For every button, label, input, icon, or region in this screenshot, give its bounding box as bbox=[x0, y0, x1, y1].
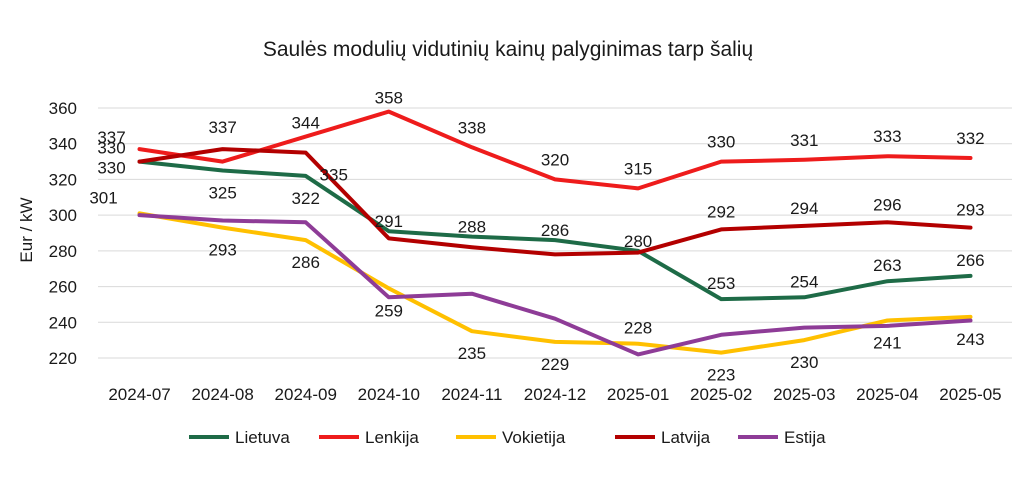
series-line-vokietija bbox=[137, 211, 973, 355]
y-tick-label: 340 bbox=[49, 135, 77, 154]
legend-label: Vokietija bbox=[502, 428, 566, 447]
y-tick-label: 300 bbox=[49, 206, 77, 225]
series-line-estija bbox=[137, 213, 973, 357]
legend: Lietuva Lenkija Vokietija Latvija Estija bbox=[189, 428, 826, 447]
x-axis-ticks: 2024-07 2024-08 2024-09 2024-10 2024-11 2024-… bbox=[108, 385, 1001, 404]
x-tick-label: 2024-11 bbox=[441, 385, 502, 404]
x-tick-label: 2025-03 bbox=[773, 385, 835, 404]
x-tick-label: 2024-08 bbox=[191, 385, 253, 404]
data-label: 230 bbox=[790, 353, 818, 372]
x-tick-label: 2025-02 bbox=[690, 385, 752, 404]
y-tick-label: 360 bbox=[49, 99, 77, 118]
data-labels: 325 322 291 288 286 280 253 254 263 266 337 344 358 3… bbox=[89, 89, 984, 385]
data-label: 322 bbox=[292, 189, 320, 208]
x-tick-label: 2024-09 bbox=[275, 385, 337, 404]
legend-item-lietuva: Lietuva bbox=[189, 428, 290, 447]
data-label: 229 bbox=[541, 355, 569, 374]
data-label: 259 bbox=[375, 301, 403, 320]
y-tick-label: 240 bbox=[49, 313, 77, 332]
y-axis-label: Eur / kW bbox=[17, 197, 36, 262]
data-label: 293 bbox=[208, 241, 236, 260]
data-label: 332 bbox=[956, 129, 984, 148]
data-label: 235 bbox=[458, 344, 486, 363]
x-tick-label: 2025-01 bbox=[607, 385, 669, 404]
data-label: 286 bbox=[292, 253, 320, 272]
legend-item-latvija: Latvija bbox=[615, 428, 711, 447]
data-label: 333 bbox=[873, 127, 901, 146]
data-label: 344 bbox=[292, 114, 320, 133]
y-tick-label: 220 bbox=[49, 349, 77, 368]
y-tick-label: 320 bbox=[49, 170, 77, 189]
data-label: 293 bbox=[956, 201, 984, 220]
legend-item-estija: Estija bbox=[738, 428, 826, 447]
data-label: 315 bbox=[624, 159, 652, 178]
data-label: 337 bbox=[208, 118, 236, 137]
series-line-lenkija bbox=[137, 109, 973, 191]
data-label: 243 bbox=[956, 330, 984, 349]
x-tick-label: 2024-12 bbox=[524, 385, 586, 404]
x-tick-label: 2024-07 bbox=[108, 385, 170, 404]
data-label: 253 bbox=[707, 274, 735, 293]
legend-item-lenkija: Lenkija bbox=[319, 428, 419, 447]
data-label: 296 bbox=[873, 195, 901, 214]
x-tick-label: 2025-04 bbox=[856, 385, 918, 404]
data-label: 337 bbox=[97, 128, 125, 147]
y-axis-ticks: 220 240 260 280 300 320 340 360 bbox=[49, 99, 77, 368]
data-label: 320 bbox=[541, 150, 569, 169]
legend-label: Latvija bbox=[661, 428, 711, 447]
data-label: 330 bbox=[97, 139, 125, 158]
y-tick-label: 280 bbox=[49, 242, 77, 261]
data-label: 228 bbox=[624, 319, 652, 338]
data-label: 263 bbox=[873, 256, 901, 275]
data-label: 266 bbox=[956, 251, 984, 270]
legend-item-vokietija: Vokietija bbox=[456, 428, 566, 447]
data-label: 241 bbox=[873, 334, 901, 353]
data-label: 330 bbox=[707, 133, 735, 152]
y-tick-label: 260 bbox=[49, 278, 77, 297]
legend-label: Lenkija bbox=[365, 428, 419, 447]
chart-title: Saulės modulių vidutinių kainų palyginim… bbox=[263, 38, 753, 61]
x-tick-label: 2024-10 bbox=[358, 385, 420, 404]
series-line-latvija bbox=[137, 147, 973, 257]
data-label: 301 bbox=[89, 188, 117, 207]
x-tick-label: 2025-05 bbox=[939, 385, 1001, 404]
data-label: 254 bbox=[790, 272, 818, 291]
series-lines bbox=[137, 109, 973, 357]
legend-label: Lietuva bbox=[235, 428, 290, 447]
data-label: 330 bbox=[97, 159, 125, 178]
data-label: 338 bbox=[458, 118, 486, 137]
data-label: 325 bbox=[208, 184, 236, 203]
series-line-lietuva bbox=[137, 159, 973, 302]
data-label: 358 bbox=[375, 89, 403, 108]
data-label: 280 bbox=[624, 232, 652, 251]
legend-label: Estija bbox=[784, 428, 826, 447]
data-label: 288 bbox=[458, 218, 486, 237]
data-label: 331 bbox=[790, 131, 818, 150]
data-label: 292 bbox=[707, 202, 735, 221]
data-label: 286 bbox=[541, 221, 569, 240]
data-label: 335 bbox=[320, 166, 348, 185]
data-label: 291 bbox=[375, 212, 403, 231]
data-label: 223 bbox=[707, 366, 735, 385]
data-label: 294 bbox=[790, 199, 818, 218]
